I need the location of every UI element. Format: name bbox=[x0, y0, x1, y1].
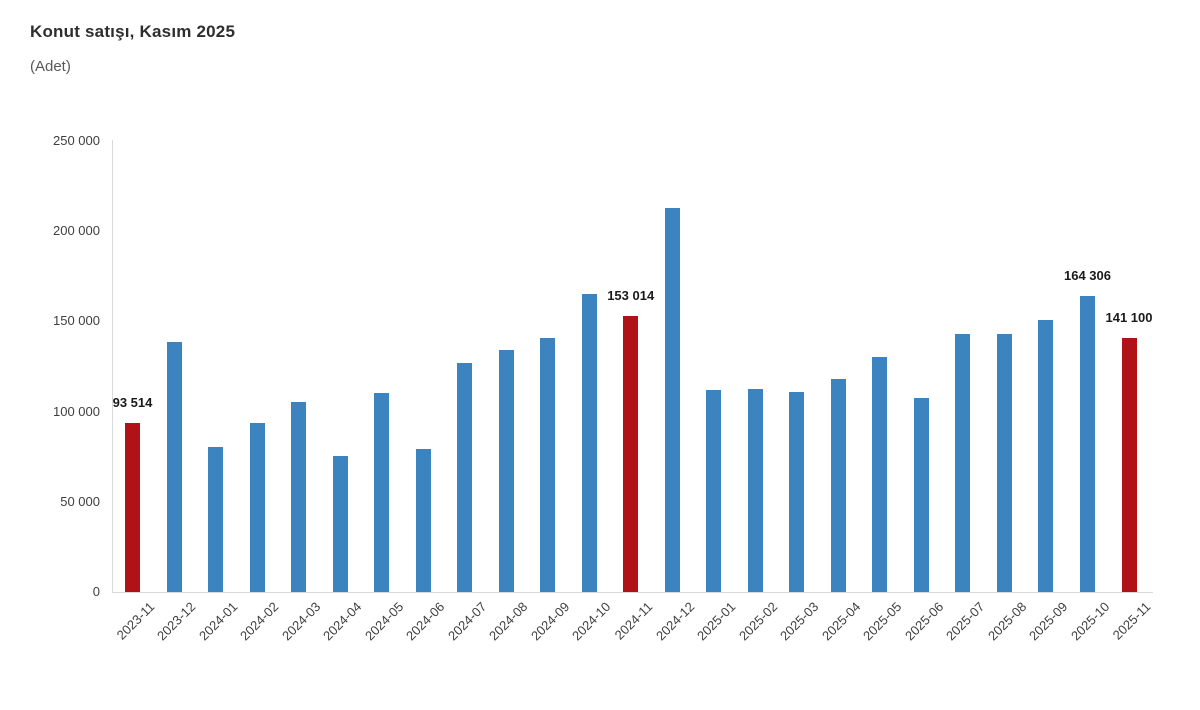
bar-2025-10[interactable] bbox=[1080, 295, 1095, 592]
chart-unit-subtitle: (Adet) bbox=[30, 58, 71, 75]
x-tick-label: 2024-12 bbox=[652, 599, 697, 644]
bar-value-label: 93 514 bbox=[112, 395, 153, 411]
bar-2024-03[interactable] bbox=[291, 401, 307, 592]
chart-title: Konut satışı, Kasım 2025 bbox=[30, 22, 236, 41]
y-tick-label: 200 000 bbox=[53, 223, 100, 239]
bar-2025-03[interactable] bbox=[789, 392, 805, 592]
bar-2025-04[interactable] bbox=[830, 378, 846, 592]
x-tick-label: 2025-06 bbox=[901, 599, 947, 644]
bar-2025-06[interactable] bbox=[913, 397, 929, 592]
x-tick-label: 2025-01 bbox=[694, 599, 739, 644]
y-tick-label: 100 000 bbox=[53, 403, 100, 419]
x-tick-label: 2025-03 bbox=[777, 599, 822, 644]
bar-2024-06[interactable] bbox=[415, 448, 431, 592]
bar-2024-07[interactable] bbox=[457, 362, 473, 592]
x-tick-label: 2024-11 bbox=[611, 599, 656, 643]
x-tick-label: 2024-05 bbox=[361, 599, 407, 644]
bar-value-label: 141 100 bbox=[1105, 309, 1153, 325]
x-tick-label: 2025-04 bbox=[818, 599, 863, 644]
y-tick-label: 250 000 bbox=[53, 133, 100, 148]
x-tick-label: 2023-12 bbox=[154, 599, 199, 644]
y-axis-line bbox=[112, 140, 113, 592]
bar-2025-05[interactable] bbox=[872, 357, 888, 592]
x-tick-label: 2025-05 bbox=[860, 599, 905, 644]
y-tick-label: 50 000 bbox=[60, 493, 100, 509]
bar-2024-09[interactable] bbox=[540, 337, 556, 592]
x-tick-label: 2024-06 bbox=[403, 599, 448, 644]
x-tick-label: 2025-07 bbox=[943, 599, 988, 644]
x-tick-label: 2024-10 bbox=[569, 599, 614, 644]
bar-2024-01[interactable] bbox=[208, 447, 223, 592]
y-tick-label: 0 bbox=[92, 584, 100, 599]
bar-2025-11[interactable] bbox=[1121, 337, 1137, 592]
x-tick-label: 2025-08 bbox=[984, 599, 1030, 644]
bar-2024-05[interactable] bbox=[374, 392, 390, 592]
x-tick-label: 2025-10 bbox=[1067, 599, 1113, 644]
x-tick-label: 2024-03 bbox=[278, 599, 324, 644]
x-tick-label: 2024-04 bbox=[320, 599, 365, 644]
y-tick-label: 150 000 bbox=[53, 313, 100, 329]
x-tick-label: 2025-09 bbox=[1026, 599, 1071, 644]
x-tick-label: 2024-02 bbox=[237, 599, 282, 644]
bar-2025-07[interactable] bbox=[955, 334, 971, 592]
x-tick-label: 2024-01 bbox=[195, 599, 241, 644]
x-tick-label: 2023-11 bbox=[113, 599, 158, 643]
bar-2025-09[interactable] bbox=[1038, 320, 1054, 592]
x-tick-label: 2024-07 bbox=[444, 599, 490, 644]
x-tick-label: 2024-08 bbox=[486, 599, 531, 644]
bar-2024-10[interactable] bbox=[581, 294, 597, 592]
bar-2025-02[interactable] bbox=[747, 388, 763, 592]
x-axis-line bbox=[112, 592, 1153, 593]
bar-2023-12[interactable] bbox=[166, 342, 182, 592]
bar-2024-02[interactable] bbox=[249, 422, 265, 592]
bar-2024-04[interactable] bbox=[332, 455, 348, 592]
bar-2025-01[interactable] bbox=[706, 389, 722, 592]
bar-value-label: 164 306 bbox=[1064, 267, 1111, 283]
x-tick-label: 2024-09 bbox=[527, 599, 573, 644]
bar-2025-08[interactable] bbox=[996, 333, 1012, 592]
x-tick-label: 2025-11 bbox=[1109, 599, 1154, 643]
bar-2024-12[interactable] bbox=[664, 208, 680, 592]
bar-2024-08[interactable] bbox=[498, 350, 514, 592]
x-tick-label: 2025-02 bbox=[735, 599, 780, 644]
bar-2023-11[interactable] bbox=[125, 423, 140, 592]
bar-value-label: 153 014 bbox=[607, 288, 655, 303]
bar-2024-11[interactable] bbox=[623, 316, 639, 592]
